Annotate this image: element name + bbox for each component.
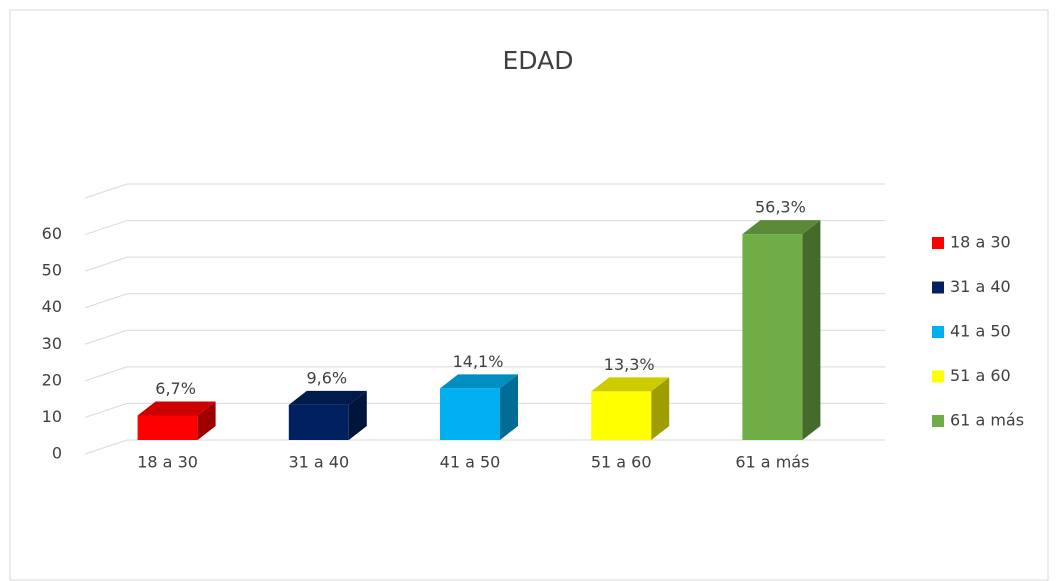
grid-line (84, 293, 885, 309)
grid-line (84, 366, 885, 382)
bar-front (137, 415, 198, 440)
y-tick-label: 0 (52, 444, 62, 463)
bar-side (197, 401, 216, 440)
bar-top (288, 390, 367, 405)
y-tick-label: 50 (42, 261, 62, 280)
grid-line (84, 256, 885, 272)
y-tick-label: 40 (42, 297, 62, 316)
legend-label: 51 a 60 (950, 366, 1011, 385)
bar (591, 377, 670, 440)
chart-title: EDAD (503, 46, 574, 75)
y-tick-label: 30 (42, 334, 62, 353)
bar-top (440, 374, 518, 389)
data-label: 6,7% (155, 379, 196, 398)
bar (440, 374, 518, 440)
bar-top (137, 401, 216, 416)
bar-front (742, 234, 803, 440)
bar-side (802, 220, 821, 440)
legend-swatch (932, 237, 944, 249)
legend-swatch (932, 415, 944, 427)
data-label: 56,3% (755, 198, 806, 217)
bar-top (591, 377, 670, 392)
bar-top (742, 220, 821, 235)
x-tick-label: 31 a 40 (288, 453, 349, 472)
bar-side (348, 390, 367, 440)
legend-swatch (932, 370, 944, 383)
x-tick-label: 41 a 50 (440, 453, 501, 472)
data-label: 9,6% (306, 368, 347, 387)
legend-swatch (932, 326, 944, 338)
legend-label: 18 a 30 (950, 233, 1011, 252)
grid-line (84, 183, 885, 199)
y-tick-label: 60 (42, 224, 62, 243)
bar-front (440, 388, 500, 440)
x-tick-label: 18 a 30 (137, 453, 198, 472)
y-tick-label: 10 (42, 407, 62, 426)
x-tick-label: 61 a más (735, 453, 809, 472)
bar (742, 220, 821, 440)
grid-line (84, 220, 885, 236)
bar (137, 401, 216, 440)
data-label: 14,1% (453, 352, 504, 371)
data-label: 13,3% (604, 355, 655, 374)
y-tick-label: 20 (42, 370, 62, 389)
legend-label: 31 a 40 (950, 277, 1011, 296)
legend-label: 41 a 50 (950, 322, 1011, 341)
legend-label: 61 a más (950, 411, 1024, 430)
bar-side (500, 374, 518, 440)
x-tick-label: 51 a 60 (591, 453, 652, 472)
bar (288, 390, 367, 440)
bar-side (651, 377, 670, 440)
chart-frame (9, 9, 1049, 581)
bar-front (288, 404, 349, 440)
bar-front (591, 391, 652, 440)
legend-swatch (932, 281, 944, 294)
grid-line (84, 329, 885, 345)
